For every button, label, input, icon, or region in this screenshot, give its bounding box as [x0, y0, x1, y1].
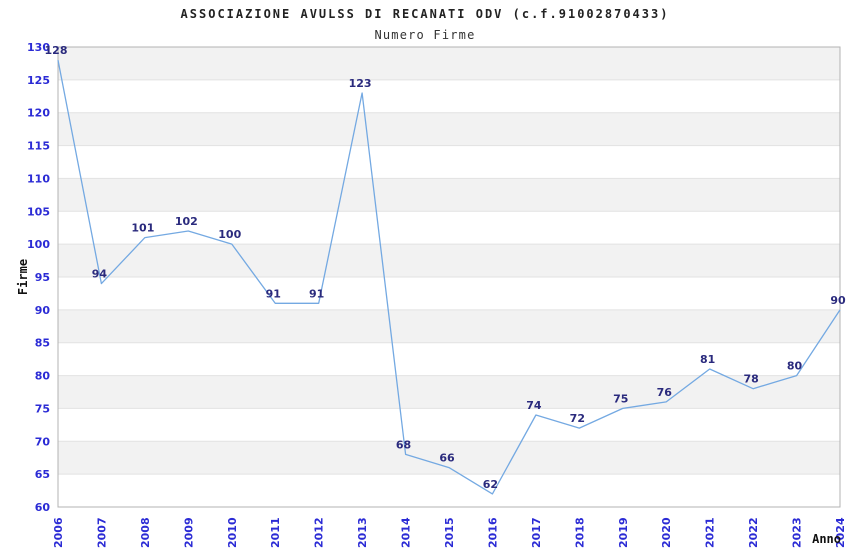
data-point-label: 76 — [657, 386, 673, 399]
grid-band — [58, 441, 840, 475]
y-tick-label: 90 — [35, 304, 51, 317]
grid-band — [58, 244, 840, 277]
data-point-label: 91 — [309, 287, 324, 300]
x-tick-label: 2021 — [704, 517, 717, 548]
y-tick-label: 75 — [35, 402, 50, 415]
y-tick-label: 105 — [27, 205, 50, 218]
grid-band — [58, 178, 840, 212]
y-tick-label: 95 — [35, 271, 50, 284]
data-point-label: 62 — [483, 478, 498, 491]
x-axis-title: Anno — [812, 532, 841, 546]
x-tick-label: 2015 — [443, 517, 456, 548]
data-point-label: 80 — [787, 360, 803, 373]
data-point-label: 78 — [743, 373, 758, 386]
x-tick-label: 2011 — [269, 517, 282, 548]
grid-band — [58, 375, 840, 409]
y-tick-label: 80 — [35, 370, 51, 383]
y-tick-label: 65 — [35, 468, 50, 481]
y-tick-label: 60 — [35, 501, 51, 514]
x-tick-label: 2012 — [313, 517, 326, 548]
data-point-label: 91 — [266, 287, 281, 300]
grid-band — [58, 112, 840, 146]
data-point-label: 102 — [175, 215, 198, 228]
y-tick-label: 125 — [27, 74, 50, 87]
plot-border — [57, 46, 841, 508]
x-tick-label: 2007 — [95, 517, 108, 548]
x-tick-label: 2010 — [226, 517, 239, 548]
y-tick-label: 85 — [35, 337, 50, 350]
x-tick-label: 2024 — [834, 517, 847, 548]
y-axis-title: Firme — [16, 259, 30, 295]
data-point-label: 75 — [613, 392, 628, 405]
x-tick-label: 2022 — [747, 517, 760, 548]
series-line — [57, 59, 841, 495]
x-tick-label: 2019 — [617, 517, 630, 548]
data-point-label: 94 — [92, 268, 108, 281]
y-tick-label: 70 — [35, 435, 51, 448]
chart-subtitle: Numero Firme — [374, 28, 476, 42]
data-point-label: 123 — [349, 77, 372, 90]
x-tick-label: 2008 — [139, 517, 152, 548]
data-point-label: 100 — [218, 228, 241, 241]
data-point-label: 68 — [396, 438, 411, 451]
x-tick-label: 2006 — [52, 517, 65, 548]
y-tick-label: 120 — [27, 107, 50, 120]
x-tick-label: 2016 — [486, 517, 499, 548]
grid-band — [58, 309, 840, 343]
x-tick-label: 2023 — [791, 517, 804, 548]
y-tick-label: 115 — [27, 140, 50, 153]
x-tick-label: 2018 — [573, 517, 586, 548]
data-point-label: 74 — [526, 399, 542, 412]
x-tick-label: 2020 — [660, 517, 673, 548]
data-point-label: 101 — [131, 222, 154, 235]
x-tick-label: 2017 — [530, 517, 543, 548]
chart-title: ASSOCIAZIONE AVULSS DI RECANATI ODV (c.f… — [180, 7, 670, 21]
data-point-label: 72 — [570, 412, 585, 425]
y-tick-label: 100 — [27, 238, 50, 251]
grid-band — [58, 47, 840, 80]
x-tick-label: 2013 — [356, 517, 369, 548]
data-point-label: 128 — [45, 44, 68, 57]
data-point-label: 90 — [830, 294, 846, 307]
y-tick-label: 130 — [27, 41, 50, 54]
x-tick-label: 2009 — [182, 517, 195, 548]
data-point-label: 66 — [439, 452, 455, 465]
y-tick-label: 110 — [27, 172, 50, 185]
x-tick-label: 2014 — [400, 517, 413, 548]
data-point-label: 81 — [700, 353, 715, 366]
